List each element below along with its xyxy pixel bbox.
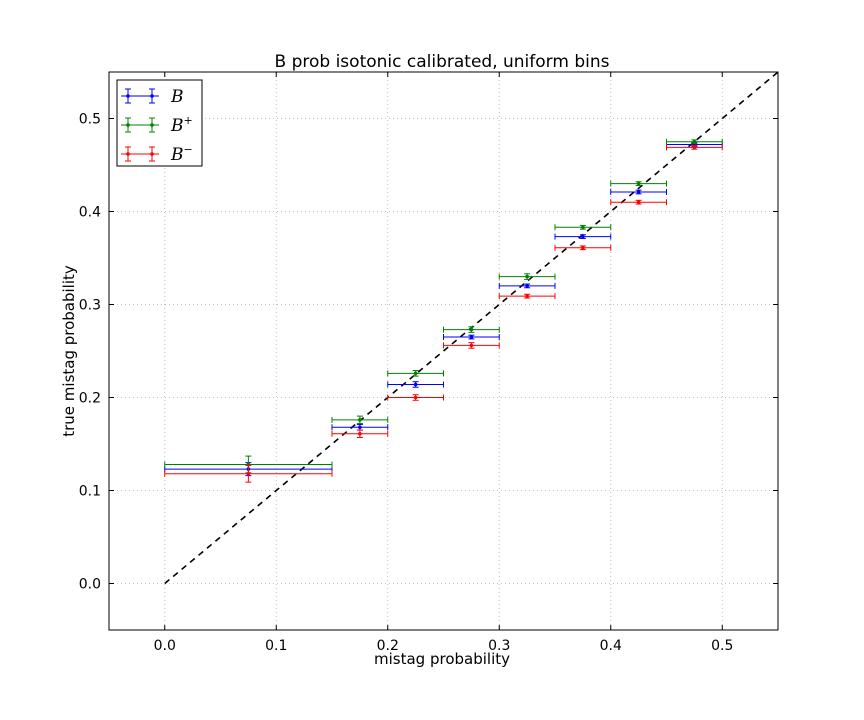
legend-item-2: B+	[121, 114, 193, 136]
y-tick-label: 0.3	[79, 298, 101, 314]
legend-label: B−	[170, 143, 193, 165]
data-point	[413, 395, 418, 400]
legend-label-base: B	[170, 87, 184, 107]
data-point	[469, 327, 474, 332]
data-point	[581, 245, 585, 250]
legend-swatch-point	[150, 123, 154, 127]
y-axis-label: true mistag probability	[60, 265, 78, 437]
legend-item-1: B	[121, 87, 184, 107]
data-point	[581, 225, 585, 230]
legend-swatch-point	[126, 123, 130, 127]
legend-label: B+	[170, 114, 193, 136]
data-point	[525, 284, 529, 288]
series-2	[164, 138, 723, 474]
legend-swatch-point	[126, 152, 130, 156]
y-tick-label: 0.4	[79, 205, 101, 221]
x-tick-label: 0.2	[377, 638, 399, 654]
series-layer	[164, 138, 723, 483]
data-point	[636, 200, 641, 204]
legend-label: B	[170, 87, 184, 107]
y-tick-label: 0.0	[79, 577, 101, 593]
data-point	[469, 343, 474, 348]
y-tick-label: 0.1	[79, 484, 101, 500]
legend-swatch-point	[150, 94, 154, 98]
data-point	[525, 274, 529, 279]
chart-title: B prob isotonic calibrated, uniform bins	[275, 52, 610, 72]
data-point	[692, 145, 697, 150]
data-point	[469, 335, 474, 339]
x-tick-label: 0.1	[265, 638, 287, 654]
legend-swatch-point	[126, 94, 130, 98]
data-point	[581, 234, 585, 239]
legend-box	[116, 79, 203, 167]
data-point	[413, 371, 418, 376]
data-point	[246, 471, 251, 476]
x-tick-label: 0.0	[154, 638, 176, 654]
x-tick-label: 0.4	[600, 638, 622, 654]
series-3	[164, 144, 723, 483]
x-tick-label: 0.5	[711, 638, 733, 654]
legend: BB+B−	[116, 79, 203, 167]
y-tick-label: 0.5	[79, 112, 101, 128]
data-point	[636, 190, 641, 194]
legend-swatch-point	[150, 152, 154, 156]
legend-label-base: B	[170, 145, 184, 165]
plot-frame	[108, 71, 779, 631]
data-point	[692, 139, 697, 144]
legend-item-3: B−	[121, 143, 193, 165]
legend-label-sup: −	[184, 143, 193, 156]
data-point	[358, 431, 362, 436]
data-point	[413, 382, 418, 387]
data-point	[358, 418, 362, 422]
legend-label-sup: +	[184, 114, 193, 127]
legend-label-base: B	[170, 116, 184, 136]
data-point	[358, 425, 362, 430]
y-tick-label: 0.2	[79, 391, 101, 407]
data-point	[636, 181, 641, 186]
data-point	[525, 294, 529, 298]
axis-ticks: 0.0 0.1 0.2 0.3 0.4 0.5 0.0 0.1 0.2 0.3 0.4 0.5	[79, 72, 778, 654]
x-axis-label: mistag probability	[374, 650, 510, 668]
x-tick-label: 0.3	[488, 638, 510, 654]
